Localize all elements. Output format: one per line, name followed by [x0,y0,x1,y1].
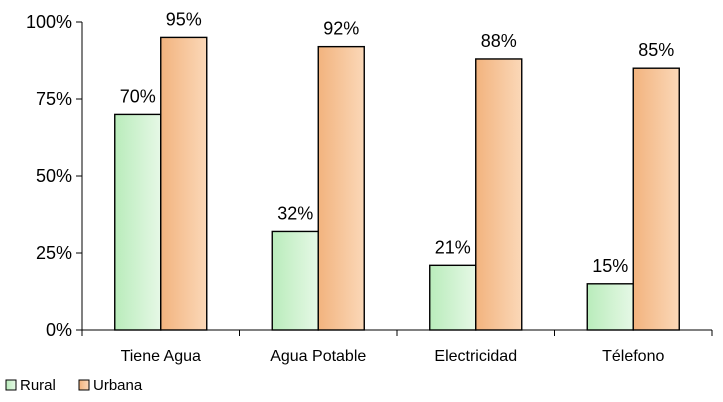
bar-rural-2 [429,264,477,331]
data-label-rural: 21% [435,237,471,257]
bar-urbana-0 [160,36,208,331]
x-tick-label: Télefono [602,348,664,365]
data-label-urbana: 95% [166,9,202,29]
x-tick-label: Agua Potable [270,348,366,365]
legend-swatch [5,379,17,391]
x-tick-label: Tiene Agua [121,348,201,365]
x-tick-label: Electricidad [434,348,517,365]
legend: Rural Urbana [5,377,143,394]
data-label-rural: 15% [592,256,628,276]
y-axis: 0% 25% 50% 75% 100% [26,12,83,340]
legend-label: Rural [20,377,56,394]
bar-rural-3 [586,283,634,331]
data-label-urbana: 92% [323,19,359,39]
y-tick-label: 0% [46,320,72,340]
bar-urbana-3 [632,67,680,331]
data-labels: 70% 95% 32% 92% 21% 88% 15% 85% [120,9,675,275]
data-label-urbana: 85% [638,40,674,60]
bar-rural-0 [114,113,162,331]
bar-urbana-2 [475,58,523,331]
legend-swatch [78,379,90,391]
bars [114,36,680,331]
data-label-rural: 70% [120,86,156,106]
y-tick-label: 25% [36,243,72,263]
y-tick-label: 75% [36,89,72,109]
legend-label: Urbana [93,377,143,394]
x-axis: Tiene Agua Agua Potable Electricidad Télefo… [81,329,713,365]
data-label-rural: 32% [277,203,313,223]
data-label-urbana: 88% [481,31,517,51]
y-tick-label: 100% [26,12,72,32]
bar-urbana-1 [317,45,365,331]
y-tick-label: 50% [36,166,72,186]
bar-rural-1 [271,230,319,331]
